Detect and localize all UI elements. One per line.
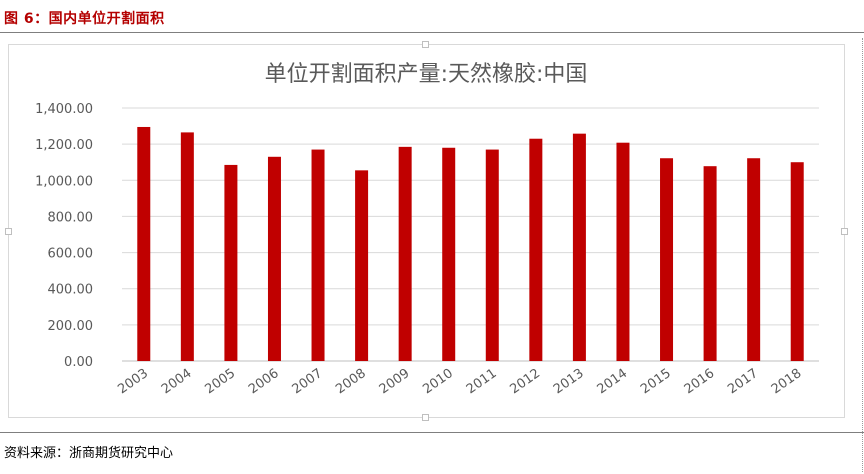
y-tick-label: 800.00 <box>48 210 94 225</box>
bar-2004[interactable] <box>180 132 194 361</box>
dotted-edge <box>862 38 864 472</box>
x-tick-label: 2006 <box>246 366 282 397</box>
bar-2005[interactable] <box>224 164 238 361</box>
resize-handle-left[interactable] <box>5 228 12 235</box>
bar-2008[interactable] <box>355 170 369 361</box>
bar-2006[interactable] <box>267 156 281 361</box>
bar-2012[interactable] <box>529 138 543 361</box>
resize-handle-top[interactable] <box>422 41 429 48</box>
bar-2010[interactable] <box>442 147 456 361</box>
y-tick-label: 1,200.00 <box>35 138 93 153</box>
bar-2014[interactable] <box>616 142 630 361</box>
bar-2007[interactable] <box>311 149 325 361</box>
bar-2018[interactable] <box>790 162 804 361</box>
y-tick-label: 0.00 <box>64 355 93 370</box>
x-tick-label: 2011 <box>464 366 500 397</box>
x-tick-label: 2005 <box>202 366 238 397</box>
gridlines <box>122 107 819 362</box>
y-tick-label: 600.00 <box>48 247 94 262</box>
resize-handle-right[interactable] <box>841 228 848 235</box>
figure-caption: 图 6：国内单位开割面积 <box>4 11 165 27</box>
y-tick-label: 1,000.00 <box>35 174 93 189</box>
x-tick-label: 2004 <box>159 366 195 397</box>
bar-2013[interactable] <box>572 133 586 361</box>
chart-title: 单位开割面积产量:天然橡胶:中国 <box>265 62 588 87</box>
x-tick-label: 2003 <box>115 366 151 397</box>
x-tick-label: 2016 <box>682 366 718 397</box>
x-tick-label: 2010 <box>420 366 456 397</box>
bar-chart: 单位开割面积产量:天然橡胶:中国 0.00 200.00 400.00 600.00 8… <box>35 62 819 397</box>
x-axis-labels: 2003 2004 2005 2006 2007 2008 2009 2010 2011 2012… <box>115 366 804 397</box>
bar-2011[interactable] <box>485 149 499 361</box>
bar-2015[interactable] <box>660 158 674 361</box>
bar-2016[interactable] <box>703 166 717 361</box>
top-divider <box>0 32 864 33</box>
bar-2009[interactable] <box>398 146 412 361</box>
x-tick-label: 2007 <box>290 366 326 397</box>
y-axis-labels: 0.00 200.00 400.00 600.00 800.00 1,000.00 1,20… <box>35 102 93 370</box>
bar-2017[interactable] <box>747 158 761 361</box>
bar-2003[interactable] <box>137 126 151 361</box>
x-tick-label: 2017 <box>725 366 761 397</box>
x-tick-label: 2008 <box>333 366 369 397</box>
x-tick-label: 2009 <box>377 366 413 397</box>
chart-area[interactable]: 单位开割面积产量:天然橡胶:中国 0.00 200.00 400.00 600.00 8… <box>5 41 848 421</box>
source-note: 资料来源：浙商期货研究中心 <box>4 446 174 461</box>
y-tick-label: 1,400.00 <box>35 102 93 117</box>
bottom-divider <box>0 432 864 433</box>
bars <box>137 126 804 361</box>
resize-handle-bottom[interactable] <box>422 414 429 421</box>
x-tick-label: 2012 <box>507 366 543 397</box>
y-tick-label: 200.00 <box>48 319 94 334</box>
y-tick-label: 400.00 <box>48 283 94 298</box>
x-tick-label: 2018 <box>769 366 805 397</box>
x-tick-label: 2015 <box>638 366 674 397</box>
x-tick-label: 2013 <box>551 366 587 397</box>
x-tick-label: 2014 <box>595 366 631 397</box>
